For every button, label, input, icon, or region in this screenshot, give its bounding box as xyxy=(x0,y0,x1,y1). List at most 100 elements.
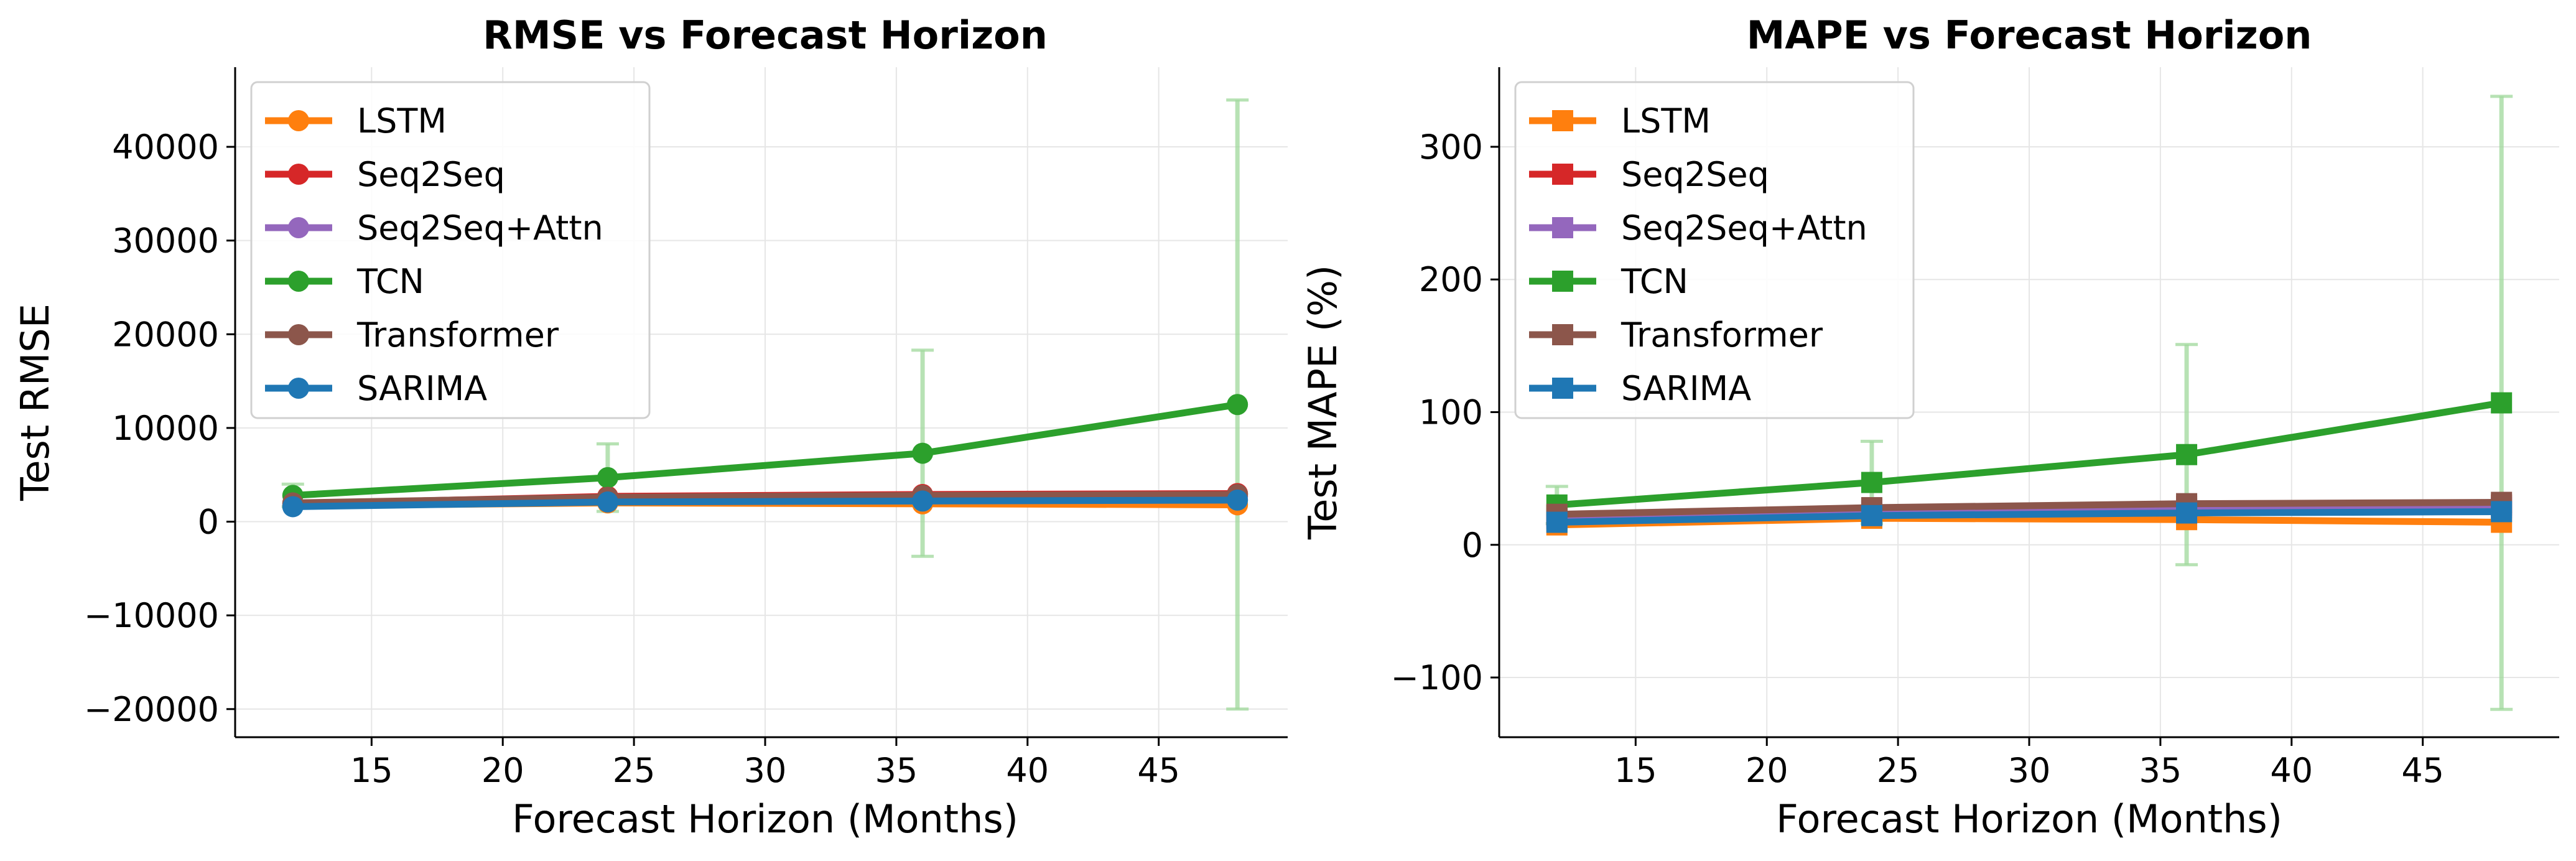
data-point-tcn xyxy=(1861,472,1882,493)
data-point-sarima xyxy=(282,496,304,518)
x-tick-label: 35 xyxy=(875,751,918,790)
y-tick-label: −20000 xyxy=(84,690,219,729)
x-tick-label: 15 xyxy=(350,751,393,790)
y-tick-label: 0 xyxy=(1462,526,1483,565)
legend-swatch-marker xyxy=(288,271,309,292)
data-point-sarima xyxy=(2176,502,2198,524)
legend-swatch-marker xyxy=(1552,217,1573,238)
series-line-transformer xyxy=(1553,499,2505,518)
legend-label: LSTM xyxy=(357,101,447,141)
legend-box xyxy=(250,81,651,419)
series-line-tcn xyxy=(289,401,1241,499)
legend-swatch-marker xyxy=(1552,164,1573,185)
legend-item: Seq2Seq xyxy=(265,155,505,194)
legend-item: SARIMA xyxy=(1529,369,1751,408)
x-tick-label: 30 xyxy=(744,751,787,790)
rmse-chart-panel: 15 20 25 30 35 40 45 −20000 −10000 0 10000 20000 300… xyxy=(12,12,1288,842)
legend-box xyxy=(1514,81,1915,419)
legend-swatch-marker xyxy=(1552,378,1573,399)
series-line-sarima xyxy=(289,496,1241,510)
series-line-transformer xyxy=(289,491,1241,506)
series-line-seq2seq-attn xyxy=(1553,504,2505,522)
legend-label: Transformer xyxy=(1620,315,1823,355)
mape-chart-title: MAPE vs Forecast Horizon xyxy=(1747,12,2312,58)
data-point-tcn xyxy=(1227,394,1248,416)
data-point-sarima xyxy=(1546,511,1568,533)
data-point-sarima xyxy=(1861,505,1882,526)
legend-label: SARIMA xyxy=(357,369,487,408)
legend-item: LSTM xyxy=(265,101,447,141)
y-tick-label: −100 xyxy=(1391,658,1483,697)
legend-label: LSTM xyxy=(1621,101,1711,141)
legend-swatch-marker xyxy=(288,217,309,238)
data-point-sarima xyxy=(1227,489,1248,511)
series-tcn xyxy=(282,394,1248,506)
x-tick-label: 40 xyxy=(2270,751,2313,790)
legend-label: Transformer xyxy=(356,315,559,355)
y-tick-label: 300 xyxy=(1419,128,1483,167)
rmse-y-axis-label: Test RMSE xyxy=(12,304,58,501)
legend-item: TCN xyxy=(265,262,424,301)
data-point-sarima xyxy=(912,490,934,512)
x-tick-label: 15 xyxy=(1614,751,1657,790)
series-line-sarima xyxy=(1553,508,2505,526)
x-tick-label: 25 xyxy=(613,751,656,790)
series-sarima xyxy=(1546,501,2513,533)
legend-label: Seq2Seq+Attn xyxy=(357,208,603,248)
legend-label: TCN xyxy=(1620,262,1688,301)
legend-item: Seq2Seq+Attn xyxy=(265,208,603,248)
mape-y-axis-label: Test MAPE (%) xyxy=(1300,265,1346,540)
x-tick-label: 20 xyxy=(481,751,524,790)
data-point-tcn xyxy=(2176,444,2198,465)
data-point-tcn xyxy=(597,467,618,488)
data-point-sarima xyxy=(2491,501,2513,523)
y-tick-label: 100 xyxy=(1419,393,1483,432)
legend-label: Seq2Seq xyxy=(1621,155,1769,194)
x-tick-label: 35 xyxy=(2139,751,2182,790)
legend-item: LSTM xyxy=(1529,101,1711,141)
legend-label: Seq2Seq+Attn xyxy=(1621,208,1867,248)
data-point-tcn xyxy=(912,442,934,464)
y-tick-label: 20000 xyxy=(112,315,219,354)
mape-legend: LSTM Seq2Seq Seq2Seq+Attn TCN Transformer SAR… xyxy=(1514,81,1915,419)
legend-label: Seq2Seq xyxy=(357,155,505,194)
legend-swatch-marker xyxy=(1552,324,1573,345)
mape-chart: 15 20 25 30 35 40 45 −100 0 100 200 300 MAPE vs Fore… xyxy=(1300,12,2559,842)
legend-item: Seq2Seq+Attn xyxy=(1529,208,1867,248)
legend-swatch-marker xyxy=(1552,271,1573,292)
legend-label: TCN xyxy=(356,262,424,301)
legend-item: SARIMA xyxy=(265,369,487,408)
x-tick-label: 25 xyxy=(1877,751,1920,790)
legend-item: TCN xyxy=(1529,262,1688,301)
y-tick-label: −10000 xyxy=(84,596,219,635)
legend-swatch-marker xyxy=(288,164,309,185)
rmse-chart: 15 20 25 30 35 40 45 −20000 −10000 0 10000 20000 300… xyxy=(12,12,1288,842)
y-tick-label: 40000 xyxy=(112,128,219,167)
x-tick-label: 40 xyxy=(1006,751,1049,790)
legend-label: SARIMA xyxy=(1621,369,1751,408)
mape-chart-panel: 15 20 25 30 35 40 45 −100 0 100 200 300 MAPE vs Fore… xyxy=(1288,0,2576,861)
legend-swatch-marker xyxy=(288,378,309,399)
y-tick-label: 0 xyxy=(198,503,219,542)
rmse-legend: LSTM Seq2Seq Seq2Seq+Attn TCN Transformer SAR… xyxy=(250,81,651,419)
data-point-tcn xyxy=(2491,392,2513,414)
x-tick-label: 20 xyxy=(1746,751,1788,790)
y-tick-label: 200 xyxy=(1419,260,1483,299)
x-tick-label: 45 xyxy=(2401,751,2444,790)
legend-swatch-marker xyxy=(288,110,309,131)
x-tick-label: 30 xyxy=(2008,751,2051,790)
legend-item: Seq2Seq xyxy=(1529,155,1769,194)
series-sarima xyxy=(282,489,1248,518)
legend-item: Transformer xyxy=(265,315,559,355)
legend-swatch-marker xyxy=(1552,110,1573,131)
x-tick-label: 45 xyxy=(1137,751,1180,790)
series-line-tcn xyxy=(1553,399,2505,509)
data-point-sarima xyxy=(597,491,618,513)
y-tick-label: 30000 xyxy=(112,221,219,261)
rmse-chart-title: RMSE vs Forecast Horizon xyxy=(483,12,1048,58)
legend-item: Transformer xyxy=(1529,315,1823,355)
y-tick-label: 10000 xyxy=(112,409,219,448)
legend-swatch-marker xyxy=(288,324,309,345)
rmse-x-axis-label: Forecast Horizon (Months) xyxy=(512,796,1018,842)
mape-x-axis-label: Forecast Horizon (Months) xyxy=(1776,796,2282,842)
